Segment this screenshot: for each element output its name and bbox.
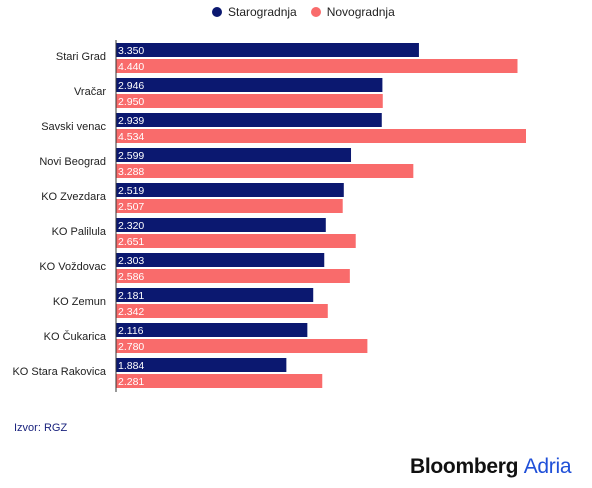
category-label: Stari Grad [56,51,106,63]
bar-starogradnja [116,323,308,337]
bar-novogradnja [116,94,383,108]
data-label: 2.651 [118,236,144,248]
data-label: 3.288 [118,166,144,178]
data-label: 2.946 [118,80,144,92]
data-label: 2.599 [118,150,144,162]
bar-starogradnja [116,148,352,162]
category-label: KO Voždovac [39,261,106,273]
bar-novogradnja [116,129,526,143]
category-label: KO Zemun [53,296,106,308]
category-label: Vračar [74,86,106,98]
data-label: 2.320 [118,220,144,232]
data-label: 2.586 [118,271,144,283]
bar-starogradnja [116,253,325,267]
bar-starogradnja [116,358,287,372]
brand-main: Bloomberg [410,455,519,478]
bar-starogradnja [116,218,326,232]
data-label: 3.350 [118,45,144,57]
legend-swatch-starogradnja [212,7,222,17]
category-label: Novi Beograd [39,156,106,168]
bar-novogradnja [116,374,323,388]
brand-accent: Adria [523,455,572,478]
bar-starogradnja [116,78,383,92]
bar-novogradnja [116,339,368,353]
legend-item-novogradnja: Novogradnja [310,5,395,19]
bar-starogradnja [116,288,314,302]
data-label: 2.939 [118,115,144,127]
data-label: 2.950 [118,96,144,108]
bar-novogradnja [116,59,518,73]
category-label: KO Palilula [52,226,107,238]
data-label: 2.780 [118,341,144,353]
data-label: 2.116 [118,325,144,337]
bar-starogradnja [116,183,344,197]
data-label: 2.519 [118,185,144,197]
data-label: 4.534 [118,131,144,143]
bar-starogradnja [116,113,382,127]
brand-logo: Bloomberg Adria [410,455,572,479]
category-label: Savski venac [41,121,106,133]
legend-label-starogradnja: Starogradnja [228,5,297,19]
bar-novogradnja [116,304,328,318]
data-label: 2.303 [118,255,144,267]
data-label: 4.440 [118,61,144,73]
data-label: 2.507 [118,201,144,213]
source-note: Izvor: RGZ [14,422,68,434]
category-label: KO Zvezdara [41,191,107,203]
bar-novogradnja [116,234,356,248]
data-label: 2.181 [118,290,144,302]
legend-swatch-novogradnja [310,7,321,17]
data-label: 1.884 [118,360,144,372]
legend: Starogradnja Novogradnja [212,5,409,19]
legend-item-starogradnja: Starogradnja [212,5,297,19]
bar-novogradnja [116,269,350,283]
bar-novogradnja [116,164,414,178]
category-label: KO Čukarica [44,330,107,343]
bar-novogradnja [116,199,343,213]
bar-starogradnja [116,43,419,57]
legend-label-novogradnja: Novogradnja [326,5,395,19]
data-label: 2.281 [118,376,144,388]
data-label: 2.342 [118,306,144,318]
category-label: KO Stara Rakovica [12,366,106,378]
